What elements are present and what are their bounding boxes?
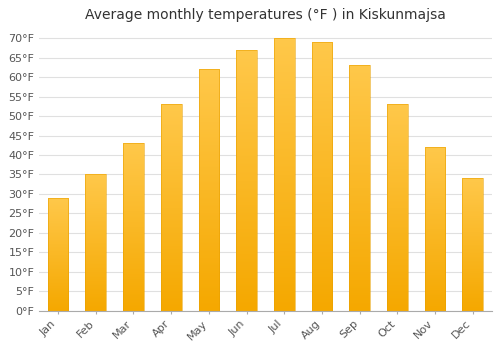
Bar: [462, 178, 483, 310]
Bar: [198, 69, 219, 310]
Bar: [424, 147, 446, 310]
Bar: [123, 143, 144, 310]
Title: Average monthly temperatures (°F ) in Kiskunmajsa: Average monthly temperatures (°F ) in Ki…: [85, 8, 446, 22]
Bar: [312, 42, 332, 310]
Bar: [236, 50, 257, 310]
Bar: [86, 174, 106, 310]
Bar: [161, 104, 182, 310]
Bar: [387, 104, 408, 310]
Bar: [350, 65, 370, 310]
Bar: [48, 198, 68, 310]
Bar: [274, 38, 294, 310]
